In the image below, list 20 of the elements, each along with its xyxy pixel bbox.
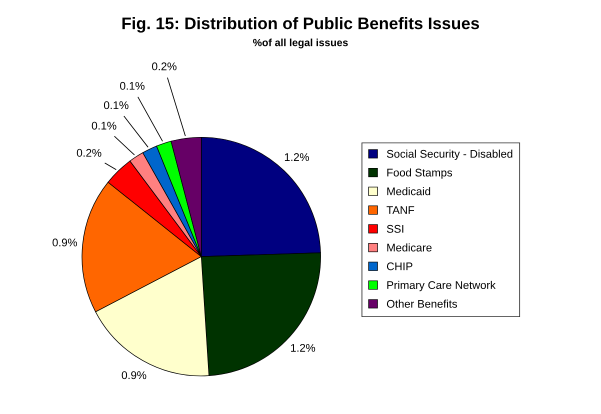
legend-label: Social Security - Disabled: [386, 150, 512, 160]
data-label: 1.2%: [291, 344, 316, 352]
legend-label: SSI: [386, 224, 404, 233]
legend-label: TANF: [386, 206, 414, 214]
data-label: 0.2%: [152, 62, 177, 70]
legend-label: Medicare: [387, 243, 432, 252]
data-label: 0.9%: [52, 238, 78, 246]
chart-subtitle: %of all legal issues: [253, 38, 348, 48]
data-label: 1.2%: [284, 153, 310, 162]
data-label: 0.1%: [92, 122, 116, 130]
data-label: 0.1%: [120, 82, 145, 90]
chart-title: Fig. 15: Distribution of Public Benefits Issues: [122, 17, 480, 33]
legend-label: CHIP: [386, 262, 412, 270]
data-label: 0.2%: [76, 148, 102, 157]
legend-label: Food Stamps: [387, 168, 452, 179]
data-label: 0.9%: [122, 371, 146, 380]
legend-label: Primary Care Network: [387, 280, 496, 292]
legend-label: Medicaid: [387, 187, 430, 196]
legend-label: Other Benefits: [386, 300, 458, 308]
data-label: 0.1%: [104, 101, 128, 110]
